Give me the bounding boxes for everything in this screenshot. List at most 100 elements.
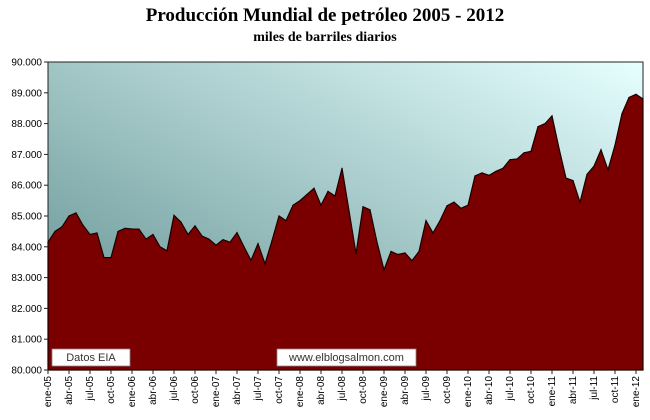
data-point [530,150,532,152]
data-point [509,159,511,161]
data-point [439,220,441,222]
data-point [68,215,70,217]
y-tick-label: 87.000 [11,150,42,161]
x-tick-label: ene-05 [43,376,54,408]
y-tick-label: 90.000 [11,58,42,69]
data-point [628,96,630,99]
data-point [103,256,105,259]
x-tick-label: ene-06 [127,376,138,408]
data-point [369,209,371,211]
x-tick-label: jul-09 [421,376,432,402]
data-point [383,269,385,271]
x-tick-label: jul-10 [505,376,516,402]
data-point [285,220,287,222]
data-point [607,169,609,171]
data-point [348,210,350,212]
data-point [75,212,77,214]
data-point [579,201,581,203]
y-tick-label: 86.000 [11,181,42,192]
data-point [61,226,63,228]
data-point [82,224,84,226]
data-point [313,187,315,189]
data-point [614,144,616,146]
data-point [292,204,294,206]
data-point [271,240,273,242]
data-point [565,177,567,179]
x-tick-label: ene-09 [379,376,390,408]
x-tick-label: ene-11 [547,376,558,407]
data-point [544,123,546,125]
x-tick-label: oct-05 [106,376,117,404]
data-point [173,214,175,216]
y-tick-label: 84.000 [11,242,42,253]
data-point [635,93,637,95]
data-point [243,246,245,248]
data-point [299,200,301,202]
data-point [355,252,357,255]
data-point [411,260,413,262]
data-point [334,195,336,197]
data-point [201,235,203,237]
x-tick-label: abr-05 [64,376,75,405]
data-point [110,256,112,259]
data-point [425,220,427,222]
data-point [404,252,406,254]
x-tick-label: abr-06 [148,376,159,405]
data-point [327,190,329,192]
data-point [376,241,378,243]
data-point [460,207,462,209]
data-point [593,165,595,167]
data-point [642,98,644,100]
x-tick-label: ene-10 [463,376,474,408]
x-tick-label: jul-11 [589,376,600,401]
y-tick-label: 81.000 [11,335,42,346]
data-point [229,241,231,243]
y-tick-label: 89.000 [11,88,42,99]
data-point [516,158,518,160]
data-point [537,126,539,128]
data-point [523,152,525,154]
data-point [320,204,322,206]
x-tick-label: jul-07 [253,376,264,402]
x-tick-label: abr-09 [400,376,411,405]
data-point [89,233,91,236]
y-tick-label: 80.000 [11,366,42,377]
data-point [453,201,455,203]
data-point [117,230,119,232]
data-point [502,167,504,169]
data-point [250,259,252,261]
data-point [418,250,420,253]
data-point [390,250,392,253]
chart-subtitle: miles de barriles diarios [253,30,397,45]
data-point [222,239,224,241]
data-point [131,228,133,230]
x-tick-label: oct-06 [190,376,201,404]
data-point [306,193,308,196]
x-tick-label: oct-10 [526,376,537,404]
data-point [572,179,574,182]
x-tick-label: oct-07 [274,376,285,404]
data-point [488,174,490,176]
y-tick-label: 85.000 [11,212,42,223]
data-point [145,238,147,240]
data-point [152,233,154,236]
data-point [166,250,168,252]
x-tick-label: jul-05 [85,376,96,402]
data-point [474,175,476,177]
data-point [138,228,140,230]
data-point [208,238,210,240]
data-point [341,167,343,169]
x-tick-label: jul-08 [337,376,348,402]
x-tick-label: abr-08 [316,376,327,405]
data-point [362,206,364,208]
x-tick-label: ene-08 [295,376,306,408]
x-tick-label: ene-12 [631,376,642,408]
data-point [236,232,238,234]
website-label: www.elblogsalmon.com [288,352,404,364]
data-point [432,232,434,234]
x-tick-label: oct-08 [358,376,369,404]
x-tick-label: oct-09 [442,376,453,404]
x-tick-label: abr-10 [484,376,495,405]
data-point [124,227,126,229]
